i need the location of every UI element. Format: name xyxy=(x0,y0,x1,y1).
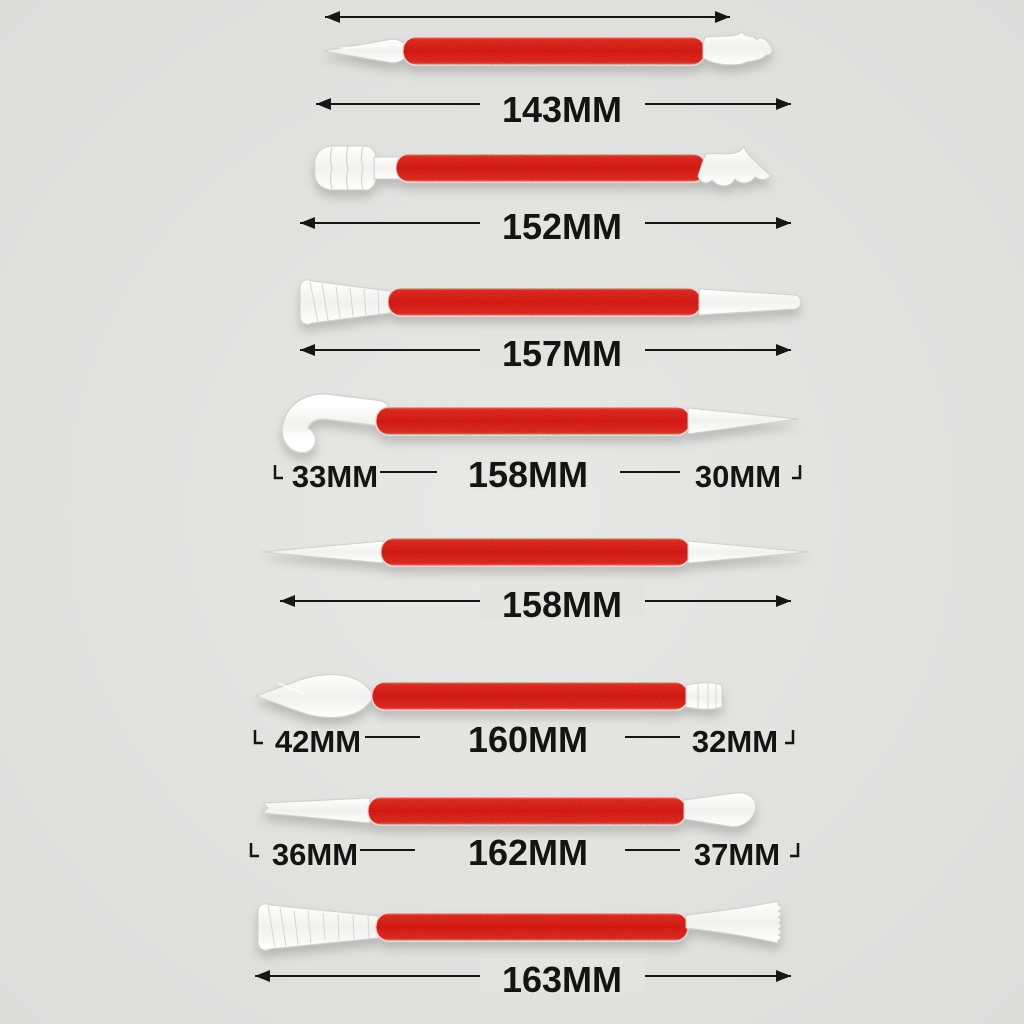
svg-text:32MM: 32MM xyxy=(692,724,778,759)
svg-text:158MM: 158MM xyxy=(502,584,622,625)
svg-text:42MM: 42MM xyxy=(275,724,361,759)
svg-text:163MM: 163MM xyxy=(502,959,622,1000)
svg-text:37MM: 37MM xyxy=(694,837,780,872)
svg-text:160MM: 160MM xyxy=(468,719,588,760)
svg-text:36MM: 36MM xyxy=(272,837,358,872)
svg-text:162MM: 162MM xyxy=(468,832,588,873)
svg-text:33MM: 33MM xyxy=(292,459,378,494)
svg-text:30MM: 30MM xyxy=(695,459,781,494)
svg-text:158MM: 158MM xyxy=(468,454,588,495)
svg-text:157MM: 157MM xyxy=(502,333,622,374)
svg-text:143MM: 143MM xyxy=(502,89,622,130)
svg-text:152MM: 152MM xyxy=(502,206,622,247)
